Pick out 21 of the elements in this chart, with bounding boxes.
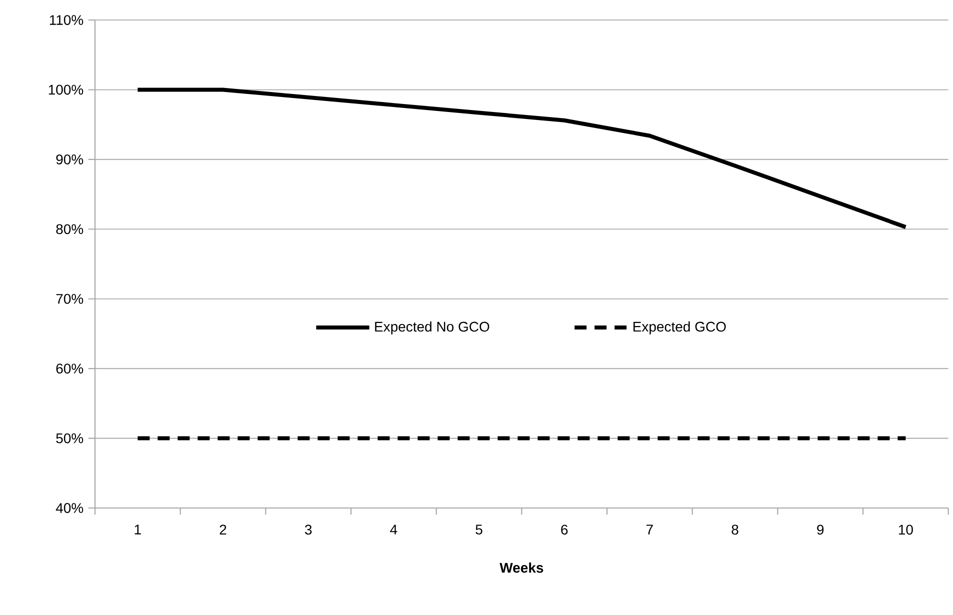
y-tick-label: 70% xyxy=(56,294,84,304)
x-tick-label: 7 xyxy=(646,524,653,534)
x-tick-label: 2 xyxy=(220,524,226,534)
x-axis-title: Weeks xyxy=(500,562,544,573)
x-tick-label: 9 xyxy=(817,524,824,535)
x-tick-label: 4 xyxy=(390,524,398,534)
x-tick-label: 8 xyxy=(732,524,738,535)
y-tick-label: 110% xyxy=(50,15,84,25)
x-tick-label: 3 xyxy=(304,524,312,535)
y-tick-label: 90% xyxy=(56,154,84,164)
x-tick-label: 1 xyxy=(134,524,141,534)
legend-label: Expected No GCO xyxy=(375,321,490,334)
x-tick-label: 5 xyxy=(476,524,482,534)
y-tick-label: 60% xyxy=(56,364,84,374)
y-tick-label: 100% xyxy=(48,84,84,95)
x-tick-label: 6 xyxy=(561,524,568,535)
legend-label: Expected GCO xyxy=(633,321,726,334)
y-tick-label: 50% xyxy=(56,433,84,444)
x-tick-label: 10 xyxy=(898,524,913,535)
y-tick-label: 40% xyxy=(56,503,84,513)
y-tick-label: 80% xyxy=(56,224,84,234)
